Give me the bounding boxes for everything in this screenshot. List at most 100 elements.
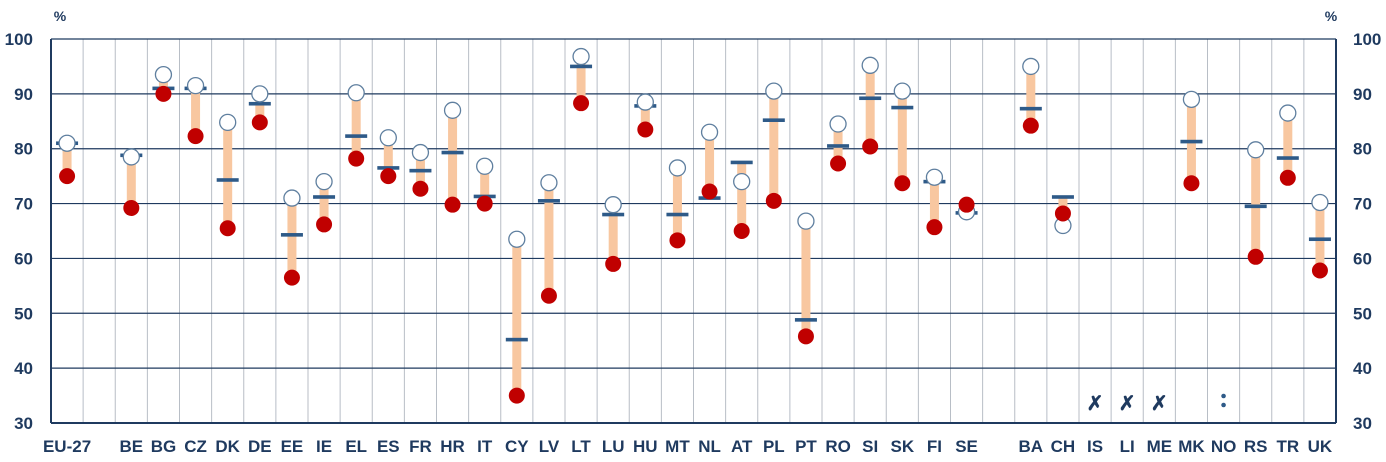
category-label: IT: [477, 437, 493, 456]
category-label: SE: [955, 437, 978, 456]
circle-markers: [58, 47, 1329, 248]
dot-marker: [1022, 117, 1039, 134]
category-label: RO: [825, 437, 851, 456]
dot-marker: [444, 196, 461, 213]
circle-marker: [186, 76, 205, 95]
circle-marker: [219, 113, 237, 132]
category-label: PT: [795, 437, 817, 456]
y-tick-label-right: 80: [1353, 140, 1372, 159]
range-bar: [544, 182, 554, 296]
range-bar: [255, 93, 265, 123]
range-bar: [640, 102, 650, 130]
range-bar: [865, 65, 875, 147]
dot-marker: [637, 121, 654, 138]
category-label: EU-27: [43, 437, 91, 456]
category-label: CZ: [184, 437, 207, 456]
category-label: AT: [731, 437, 753, 456]
dot-marker: [187, 128, 204, 145]
category-label: HU: [633, 437, 658, 456]
dot-marker: [830, 155, 847, 172]
range-bar: [705, 132, 715, 199]
dash-marker: [602, 212, 625, 217]
axes: [50, 39, 1337, 424]
y-tick-label-right: 40: [1353, 359, 1372, 378]
dot-marker: [1054, 205, 1071, 222]
dash-marker: [570, 64, 593, 69]
category-label: BA: [1019, 437, 1044, 456]
dash-marker: [827, 144, 850, 148]
dash-marker: [794, 318, 817, 322]
dot-marker: [348, 150, 365, 167]
circle-marker: [443, 101, 462, 119]
dot-marker: [862, 138, 879, 155]
range-bar: [897, 91, 907, 184]
dash-marker: [537, 199, 560, 203]
circle-marker: [572, 47, 590, 66]
dot-marker: [1247, 248, 1264, 265]
dash-marker: [377, 166, 400, 170]
category-label: EL: [345, 437, 367, 456]
range-bar: [62, 143, 72, 177]
range-bar: [126, 155, 136, 208]
category-label: EE: [281, 437, 304, 456]
category-label: LV: [539, 437, 560, 456]
not-available-dot: [1221, 393, 1226, 399]
y-tick-label-right: 30: [1353, 414, 1372, 433]
dot-marker: [926, 219, 943, 236]
range-bar: [448, 110, 458, 205]
range-bar: [1283, 113, 1293, 178]
y-tick-label-right: 100: [1353, 30, 1381, 49]
circle-marker: [58, 134, 76, 152]
category-label: ES: [377, 437, 400, 456]
category-label: DK: [215, 437, 240, 456]
dash-marker: [1308, 237, 1331, 242]
dot-marker: [958, 196, 975, 213]
dot-marker: [765, 192, 782, 209]
circle-marker: [379, 129, 397, 147]
dot-marker: [508, 387, 525, 404]
dot-marker: [573, 95, 590, 112]
dot-marker: [701, 183, 718, 200]
range-bar: [512, 239, 522, 396]
circle-marker: [411, 143, 430, 162]
category-label: UK: [1308, 437, 1333, 456]
circle-marker: [668, 159, 687, 177]
range-bar: [158, 74, 168, 94]
dot-marker: [123, 199, 140, 216]
y-tick-label-left: 30: [14, 414, 33, 433]
category-label: NO: [1211, 437, 1237, 456]
range-bar: [1315, 202, 1325, 271]
category-label: ME: [1147, 437, 1173, 456]
dash-marker: [248, 101, 271, 106]
circle-marker: [925, 168, 944, 186]
dash-marker: [891, 105, 914, 110]
dot-marker: [380, 168, 397, 185]
unit-label-left: %: [54, 8, 67, 24]
category-label: RS: [1244, 437, 1268, 456]
range-bar: [801, 221, 811, 337]
circle-marker: [347, 84, 365, 102]
category-label: NL: [698, 437, 721, 456]
category-label: DE: [248, 437, 272, 456]
dash-marker: [762, 118, 785, 122]
not-available-dot: [1221, 402, 1226, 408]
not-applicable-mark: ✗: [1151, 393, 1168, 415]
range-bar: [287, 198, 297, 278]
dot-marker: [733, 223, 750, 239]
range-bar: [737, 162, 747, 231]
circle-marker: [797, 212, 815, 230]
category-label: CY: [505, 437, 529, 456]
dash-marker: [1051, 195, 1074, 199]
y-tick-label-left: 100: [5, 30, 33, 49]
circle-marker: [861, 56, 879, 74]
dash-marker: [409, 168, 432, 173]
category-label: MK: [1178, 437, 1205, 456]
circle-marker: [154, 66, 173, 84]
y-tick-label-right: 50: [1353, 304, 1372, 323]
dash-marker: [1276, 156, 1299, 160]
category-label: LU: [602, 437, 625, 456]
circle-marker: [700, 123, 719, 141]
unit-label-right: %: [1325, 8, 1338, 24]
dash-marker: [441, 150, 464, 155]
